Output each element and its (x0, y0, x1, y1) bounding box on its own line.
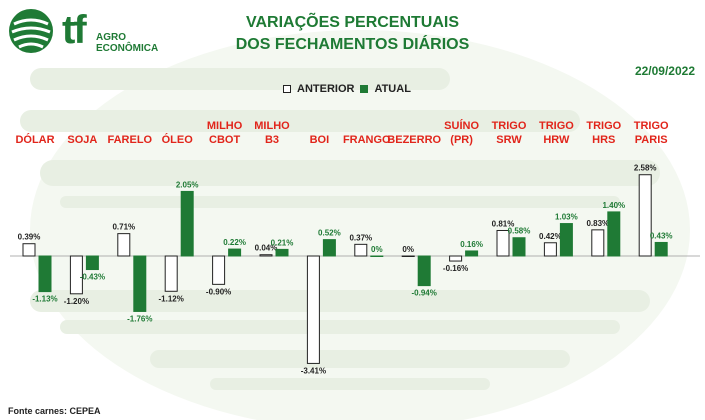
bar-current (275, 248, 289, 257)
bar-current (180, 190, 194, 257)
category-label: MILHO CBOT (207, 120, 243, 146)
bar-current (85, 255, 99, 271)
category-label: BOI (310, 134, 330, 146)
bar-current (322, 239, 336, 257)
bar-previous (496, 229, 510, 257)
category-label: SOJA (67, 134, 97, 146)
bar-previous (22, 243, 36, 257)
source-note: Fonte carnes: CEPEA (8, 406, 101, 416)
bar-previous (354, 243, 368, 257)
category-label: BEZERRO (387, 134, 441, 146)
category-label: TRIGO HRW (539, 120, 574, 146)
data-label-previous: 0.37% (349, 233, 372, 242)
data-label-previous: 0.39% (18, 233, 41, 242)
data-label-current: -1.76% (127, 314, 152, 323)
data-label-current: 1.03% (555, 213, 578, 222)
category-label: FRANGO (343, 134, 391, 146)
category-label: TRIGO SRW (492, 120, 527, 146)
data-label-current: 0.16% (460, 240, 483, 249)
legend-previous-swatch (283, 85, 291, 93)
data-label-previous: -1.12% (159, 294, 184, 303)
data-label-previous: 0.81% (492, 219, 515, 228)
data-label-current: 0.21% (271, 238, 294, 247)
category-label: SUÍNO (PR) (444, 119, 479, 146)
bar-current (607, 211, 621, 257)
chart-title-line2: DOS FECHAMENTOS DIÁRIOS (235, 36, 470, 53)
data-label-previous: 0% (402, 245, 414, 254)
data-label-current: -1.13% (32, 295, 57, 304)
bar-previous (401, 255, 415, 257)
chart-title-line1: VARIAÇÕES PERCENTUAIS (245, 14, 460, 31)
category-label: MILHO B3 (254, 120, 290, 146)
data-label-current: -0.43% (80, 273, 105, 282)
legend-current-label: ATUAL (374, 83, 411, 95)
logo-mark: tf (62, 8, 87, 52)
wheat-logo-icon (9, 9, 53, 53)
data-label-previous: -3.41% (301, 366, 326, 375)
bar-current (370, 255, 384, 257)
bar-current (654, 241, 668, 257)
data-label-current: 0.52% (318, 229, 341, 238)
bar-previous (638, 174, 652, 257)
legend-previous-label: ANTERIOR (297, 83, 355, 95)
category-label: FARELO (107, 134, 152, 146)
logo-subtitle-line1: AGRO (96, 32, 126, 43)
logo-subtitle: AGRO ECONÔMICA (96, 32, 158, 54)
bar-current (228, 248, 242, 257)
bar-current (38, 255, 52, 293)
bar-current (512, 237, 526, 257)
data-label-current: 0% (371, 245, 383, 254)
bar-previous (212, 255, 226, 285)
bar-current (559, 223, 573, 257)
category-label: ÓLEO (162, 133, 194, 146)
data-label-previous: 0.04% (255, 244, 278, 253)
category-label: DÓLAR (15, 133, 54, 146)
data-label-previous: -1.20% (64, 297, 89, 306)
data-label-current: 0.22% (223, 238, 246, 247)
bar-previous (117, 233, 131, 257)
bar-previous (306, 255, 320, 364)
data-label-current: 1.40% (602, 201, 625, 210)
bar-current (417, 255, 431, 287)
bar-current (465, 250, 479, 257)
logo-subtitle-line2: ECONÔMICA (96, 43, 159, 54)
chart-date: 22/09/2022 (634, 64, 695, 78)
data-label-current: 2.05% (176, 180, 199, 189)
data-label-previous: 0.42% (539, 232, 562, 241)
bar-previous (449, 255, 463, 262)
data-label-previous: 0.83% (586, 219, 609, 228)
category-label: TRIGO HRS (586, 120, 621, 146)
bar-previous (69, 255, 83, 295)
bar-previous (164, 255, 178, 292)
bar-previous (259, 254, 273, 257)
data-label-current: 0.43% (650, 231, 673, 240)
data-label-current: 0.58% (508, 227, 531, 236)
bar-current (133, 255, 147, 312)
chart-legend: ANTERIOR ATUAL (283, 83, 411, 95)
legend-current-swatch (360, 85, 369, 93)
bar-previous (591, 229, 605, 257)
data-label-previous: -0.90% (206, 287, 231, 296)
data-label-previous: 2.58% (634, 164, 657, 173)
data-label-previous: 0.71% (112, 223, 135, 232)
category-label: TRIGO PARIS (634, 120, 669, 146)
company-logo: tf AGRO ECONÔMICA (6, 6, 158, 58)
bar-previous (543, 242, 557, 257)
data-label-previous: -0.16% (443, 264, 468, 273)
data-label-current: -0.94% (412, 289, 437, 298)
